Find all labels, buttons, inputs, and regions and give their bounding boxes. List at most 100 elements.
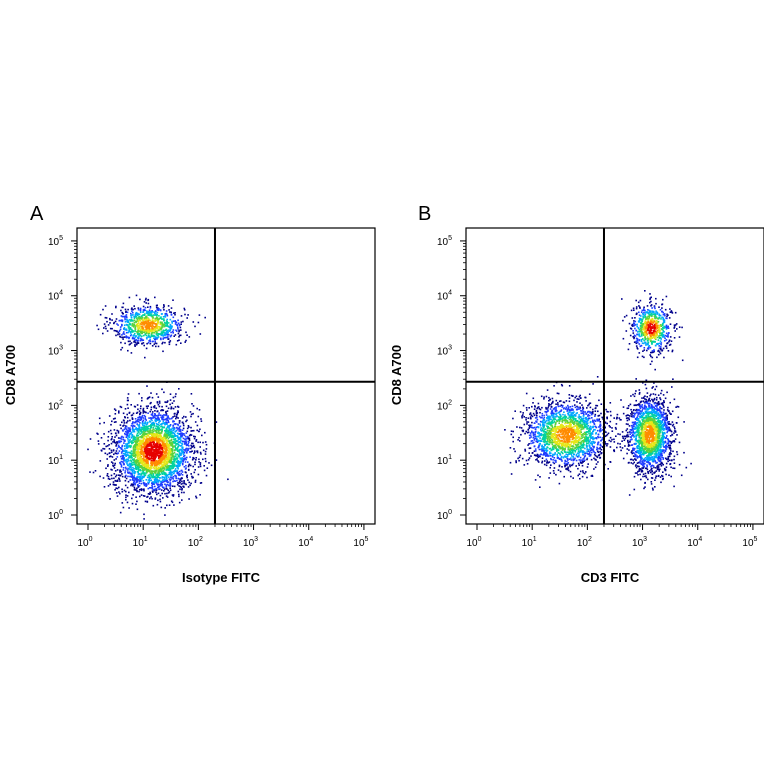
event-dot <box>174 469 176 472</box>
event-dot <box>192 405 195 407</box>
event-dot <box>655 310 657 312</box>
event-dot <box>171 465 173 467</box>
event-dot <box>145 297 147 300</box>
event-dot <box>198 461 200 463</box>
event-dot <box>181 451 184 453</box>
event-dot <box>145 452 147 454</box>
event-dot <box>155 429 158 432</box>
event-dot <box>118 491 120 493</box>
event-dot <box>177 445 180 448</box>
event-dot <box>176 457 179 459</box>
event-dot <box>166 445 169 448</box>
event-dot <box>651 323 653 326</box>
event-dot <box>163 305 165 308</box>
event-dot <box>132 478 134 480</box>
event-dot <box>157 318 159 321</box>
event-dot <box>166 475 168 477</box>
event-dot <box>135 496 137 498</box>
event-dot <box>163 476 165 479</box>
event-dot <box>117 440 120 443</box>
event-dot <box>126 421 128 424</box>
event-dot <box>164 432 166 435</box>
event-dot <box>141 428 144 431</box>
event-dot <box>539 411 541 414</box>
event-dot <box>658 328 660 330</box>
event-dot <box>172 494 175 496</box>
event-dot <box>122 450 125 452</box>
event-dot <box>174 480 176 482</box>
event-dot <box>117 437 120 439</box>
event-dot <box>131 433 134 436</box>
event-dot <box>142 410 145 413</box>
event-dot <box>178 493 180 496</box>
event-dot <box>151 497 153 500</box>
event-dot <box>152 456 155 458</box>
event-dot <box>137 327 139 329</box>
event-dot <box>161 429 163 432</box>
event-dot <box>174 449 176 452</box>
event-dot <box>653 337 656 340</box>
event-dot <box>133 444 136 446</box>
event-dot <box>169 326 171 328</box>
event-dot <box>170 478 172 481</box>
event-dot <box>142 475 145 478</box>
event-dot <box>147 441 150 443</box>
event-dot <box>641 338 644 340</box>
event-dot <box>166 323 169 326</box>
event-dot <box>658 329 661 332</box>
event-dot <box>199 465 202 468</box>
event-dot <box>148 470 151 473</box>
event-dot <box>133 315 135 318</box>
event-dot <box>150 457 152 459</box>
event-dot <box>658 331 661 333</box>
event-dot <box>136 434 138 436</box>
event-dot <box>164 444 167 447</box>
event-dot <box>120 406 123 409</box>
event-dot <box>166 479 169 482</box>
event-dot <box>162 318 164 320</box>
event-dot <box>183 434 186 437</box>
event-dot <box>654 336 656 338</box>
event-dot <box>162 438 164 441</box>
event-dot <box>178 422 181 424</box>
event-dot <box>107 324 110 326</box>
event-dot <box>161 492 163 495</box>
event-dot <box>199 446 201 448</box>
event-dot <box>148 327 151 330</box>
event-dot <box>149 477 152 480</box>
event-dot <box>100 450 103 452</box>
event-dot <box>102 447 104 450</box>
event-dot <box>147 437 149 440</box>
event-dot <box>191 445 193 448</box>
event-dot <box>159 439 162 441</box>
event-dot <box>154 485 156 488</box>
event-dot <box>154 296 156 299</box>
event-dot <box>130 460 133 462</box>
event-dot <box>164 492 166 495</box>
event-dot <box>119 447 122 449</box>
event-dot <box>162 470 165 472</box>
event-dot <box>142 460 145 463</box>
event-dot <box>141 316 144 319</box>
event-dot <box>152 466 155 469</box>
event-dot <box>151 432 154 434</box>
event-dot <box>156 473 159 476</box>
event-dot <box>152 489 155 491</box>
event-dot <box>157 427 160 429</box>
event-dot <box>116 442 119 444</box>
event-dot <box>151 472 153 475</box>
event-dot <box>131 314 133 316</box>
event-dot <box>634 327 636 330</box>
event-dot <box>658 317 660 319</box>
event-dot <box>148 318 150 320</box>
event-dot <box>139 466 141 469</box>
event-dot <box>171 466 173 468</box>
event-dot <box>134 325 137 327</box>
event-dot <box>139 325 141 328</box>
event-dot <box>188 447 190 450</box>
event-dot <box>664 314 666 317</box>
event-dot <box>161 332 163 335</box>
event-dot <box>510 473 513 475</box>
event-dot <box>153 439 156 442</box>
event-dot <box>130 475 132 478</box>
